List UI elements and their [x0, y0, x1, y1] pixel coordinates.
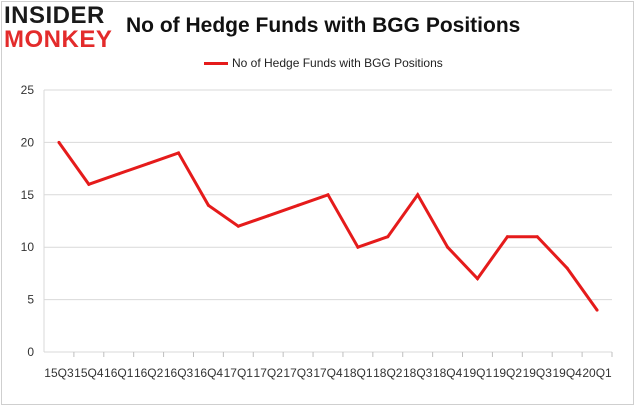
data-point [57, 140, 61, 144]
x-tick-label: 18Q2 [373, 366, 403, 380]
data-point [535, 235, 539, 239]
x-tick-label: 16Q4 [194, 366, 224, 380]
x-tick-label: 19Q3 [523, 366, 553, 380]
data-point [266, 214, 270, 218]
data-point [177, 151, 181, 155]
chart-legend: No of Hedge Funds with BGG Positions [204, 55, 443, 71]
x-tick-label: 19Q2 [493, 366, 523, 380]
data-point [326, 193, 330, 197]
x-tick-label: 17Q1 [224, 366, 254, 380]
x-tick-label: 17Q4 [313, 366, 343, 380]
x-tick-label: 15Q4 [74, 366, 104, 380]
logo-line-1: INSIDER [4, 2, 105, 29]
data-point [386, 235, 390, 239]
y-tick-label: 5 [27, 293, 34, 307]
y-tick-label: 25 [21, 83, 35, 97]
data-point [356, 245, 360, 249]
x-tick-label: 20Q1 [582, 366, 612, 380]
data-point [565, 266, 569, 270]
x-tick-label: 15Q3 [44, 366, 74, 380]
y-tick-label: 20 [21, 135, 35, 149]
chart-title: No of Hedge Funds with BGG Positions [126, 14, 521, 37]
x-tick-label: 19Q1 [463, 366, 493, 380]
data-point [595, 308, 599, 312]
legend-swatch [204, 61, 228, 65]
x-tick-label: 18Q4 [433, 366, 463, 380]
data-point [147, 161, 151, 165]
y-tick-label: 10 [21, 240, 35, 254]
x-tick-label: 17Q3 [283, 366, 313, 380]
series-line [57, 141, 599, 311]
data-point [296, 203, 300, 207]
legend-label: No of Hedge Funds with BGG Positions [232, 56, 443, 70]
data-point [117, 172, 121, 176]
x-tick-label: 16Q2 [134, 366, 164, 380]
data-point [505, 235, 509, 239]
logo-line-2: MONKEY [4, 26, 113, 53]
data-point [87, 182, 91, 186]
x-tick-label: 18Q3 [403, 366, 433, 380]
data-point [206, 203, 210, 207]
data-point [475, 277, 479, 281]
insider-monkey-logo: INSIDER MONKEY [4, 4, 122, 52]
x-tick-label: 17Q2 [254, 366, 284, 380]
data-point [236, 224, 240, 228]
data-point [446, 245, 450, 249]
x-tick-label: 16Q1 [104, 366, 134, 380]
x-tick-label: 19Q4 [552, 366, 582, 380]
y-tick-label: 0 [27, 345, 34, 359]
y-tick-label: 15 [21, 188, 35, 202]
data-point [416, 193, 420, 197]
x-tick-label: 16Q3 [164, 366, 194, 380]
x-tick-label: 18Q1 [343, 366, 373, 380]
